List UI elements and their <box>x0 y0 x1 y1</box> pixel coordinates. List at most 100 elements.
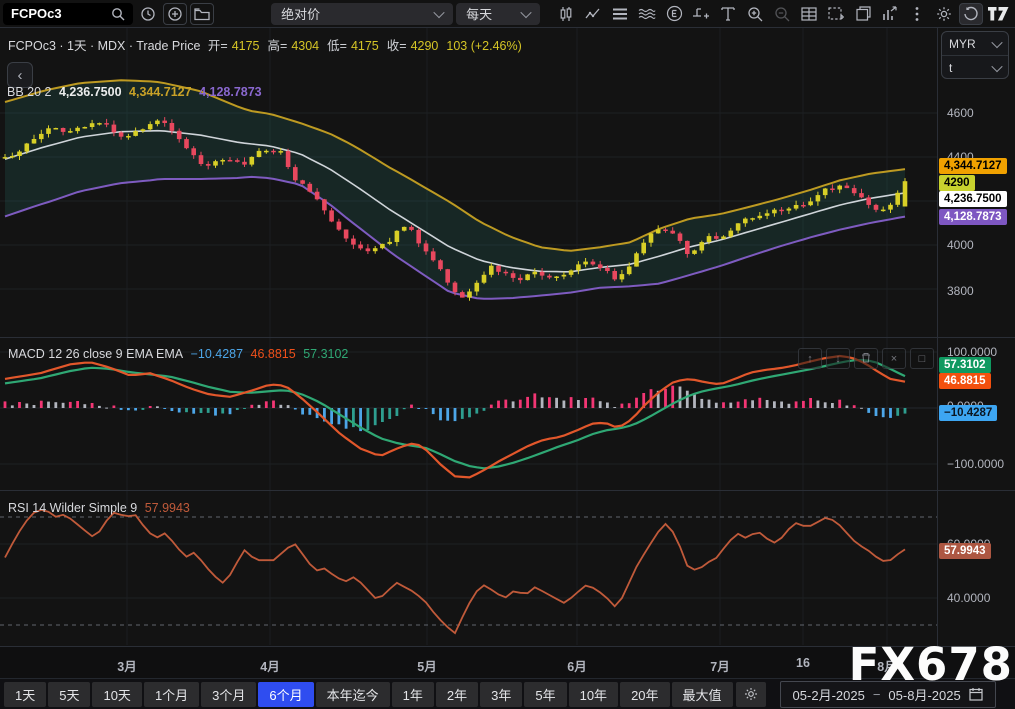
move-pane-up-button[interactable]: ↑ <box>798 348 822 369</box>
line-chart-icon <box>585 6 601 22</box>
kebab-icon <box>915 6 919 22</box>
more-options-button[interactable] <box>905 3 929 25</box>
price-scale-label: 绝对价 <box>281 7 321 22</box>
chart-style-button[interactable] <box>554 3 578 25</box>
macd-hist-value: −10.4287 <box>190 347 244 361</box>
date-range-toolbar: 1天 5天 10天 1个月 3个月 6个月 本年迄今 1年 2年 3年 5年 10年 20年 最大值 05… <box>0 678 1015 709</box>
time-axis-label: 16 <box>796 656 810 670</box>
price-tag: 4,128.7873 <box>939 209 1007 225</box>
zoom-in-icon <box>747 6 763 22</box>
macd-line-value: 46.8815 <box>250 347 296 361</box>
interval-dropdown[interactable]: 每天 <box>456 2 541 25</box>
zoom-out-icon <box>774 6 790 22</box>
publish-button[interactable] <box>878 3 902 25</box>
rsi-axis-label: 40.0000 <box>947 591 991 605</box>
range-settings-button[interactable] <box>735 681 766 707</box>
open-layout-button[interactable] <box>190 2 214 25</box>
search-icon <box>111 7 125 21</box>
bar-chart-arrow-icon <box>882 6 898 21</box>
range-button-10天[interactable]: 10天 <box>92 681 142 707</box>
macd-layer <box>3 354 907 479</box>
move-pane-down-button[interactable]: ↓ <box>826 348 850 369</box>
range-button-3个月[interactable]: 3个月 <box>201 681 257 707</box>
undo-button[interactable] <box>959 2 983 25</box>
macd-indicator-legend[interactable]: MACD 12 26 close 9 EMA EMA −10.4287 46.8… <box>8 347 352 361</box>
rsi-value: 57.9943 <box>144 501 190 515</box>
range-button-1年[interactable]: 1年 <box>391 681 434 707</box>
pane-controls: ↑ ↓ × □ <box>798 348 934 369</box>
snapshot-button[interactable] <box>824 3 848 25</box>
macd-tag: 46.8815 <box>939 373 991 389</box>
adjustment-dropdown[interactable]: t <box>942 56 1008 79</box>
gear-icon <box>936 6 952 22</box>
undo-icon <box>963 6 979 21</box>
range-button-5年[interactable]: 5年 <box>524 681 567 707</box>
delete-pane-button[interactable] <box>854 348 878 369</box>
range-button-3年[interactable]: 3年 <box>480 681 523 707</box>
settings-button[interactable] <box>932 3 956 25</box>
chevron-down-icon <box>991 60 1003 72</box>
range-button-1个月[interactable]: 1个月 <box>143 681 200 707</box>
scale-settings-box: MYR t <box>941 31 1009 79</box>
macd-axis-label: −100.0000 <box>947 457 1005 471</box>
range-button-2年[interactable]: 2年 <box>435 681 479 707</box>
events-button[interactable] <box>662 3 686 25</box>
time-axis-label: 5月 <box>417 660 437 674</box>
templates-button[interactable] <box>608 3 632 25</box>
chevron-down-icon <box>433 6 445 18</box>
macd-legend-label: MACD 12 26 close 9 EMA EMA <box>8 347 184 361</box>
text-icon <box>721 6 735 21</box>
range-button-20年[interactable]: 20年 <box>620 681 670 707</box>
recent-history-button[interactable] <box>136 3 160 25</box>
macd-tag: −10.4287 <box>939 405 998 421</box>
text-tool-button[interactable] <box>716 3 740 25</box>
price-scale-dropdown[interactable]: 绝对价 <box>271 2 454 25</box>
range-button-1天[interactable]: 1天 <box>4 681 47 707</box>
range-button-5天[interactable]: 5天 <box>48 681 91 707</box>
currency-dropdown[interactable]: MYR <box>942 32 1008 55</box>
price-tag: 4,236.7500 <box>939 191 1007 207</box>
pane-separator[interactable] <box>0 337 1015 338</box>
ohlc-item: 低= 4175 <box>327 39 379 53</box>
symbol-search[interactable]: FCPOc3 <box>3 2 133 25</box>
chevron-down-icon <box>520 6 532 18</box>
adjustment-label: t <box>949 60 953 75</box>
date-range-picker[interactable]: 05-2月-2025 − 05-8月-2025 <box>779 680 996 708</box>
zoom-out-button[interactable] <box>770 3 794 25</box>
zoom-in-button[interactable] <box>743 3 767 25</box>
e-circle-icon <box>666 5 683 22</box>
date-to: 05-8月-2025 <box>888 687 961 703</box>
collapse-pane-button[interactable]: × <box>882 348 906 369</box>
range-button-本年迄今[interactable]: 本年迄今 <box>315 681 390 707</box>
list-icon <box>612 7 628 21</box>
time-scale[interactable]: 3月 4月 5月 6月 7月 16 8月 <box>0 646 1015 678</box>
macd-signal-value: 57.3102 <box>303 347 349 361</box>
layout-button[interactable] <box>851 3 875 25</box>
bb-indicator-legend[interactable]: BB 20 2 4,236.7500 4,344.7127 4,128.7873 <box>7 85 266 99</box>
chart-legend[interactable]: FCPOc3 · 1天 · MDX · Trade Price 开= 4175 高=… <box>8 35 526 54</box>
price-tag: 4290 <box>939 175 975 191</box>
maximize-pane-button[interactable]: □ <box>910 348 934 369</box>
bb-lower-value: 4,128.7873 <box>199 85 262 99</box>
range-button-最大值[interactable]: 最大值 <box>671 681 733 707</box>
add-symbol-button[interactable] <box>163 2 187 25</box>
waves-icon <box>638 7 656 21</box>
ohlc-item: 开= 4175 <box>207 39 260 53</box>
alert-button[interactable] <box>689 3 713 25</box>
range-button-6个月[interactable]: 6个月 <box>258 681 314 707</box>
indicators-button[interactable] <box>581 3 605 25</box>
rsi-indicator-legend[interactable]: RSI 14 Wilder Simple 9 57.9943 <box>8 501 194 515</box>
back-button[interactable]: ‹ <box>7 62 33 88</box>
compare-button[interactable] <box>635 3 659 25</box>
pane-separator[interactable] <box>0 490 1015 491</box>
alert-plus-icon <box>692 6 710 22</box>
data-table-button[interactable] <box>797 3 821 25</box>
folder-icon <box>194 7 210 21</box>
symbol-name: FCPOc3 <box>11 6 62 21</box>
range-button-10年[interactable]: 10年 <box>568 681 619 707</box>
tradingview-logo[interactable] <box>986 3 1010 25</box>
currency-label: MYR <box>949 36 976 51</box>
legend-title: FCPOc3 · 1天 · MDX · Trade Price <box>8 39 201 53</box>
date-from: 05-2月-2025 <box>792 687 865 703</box>
